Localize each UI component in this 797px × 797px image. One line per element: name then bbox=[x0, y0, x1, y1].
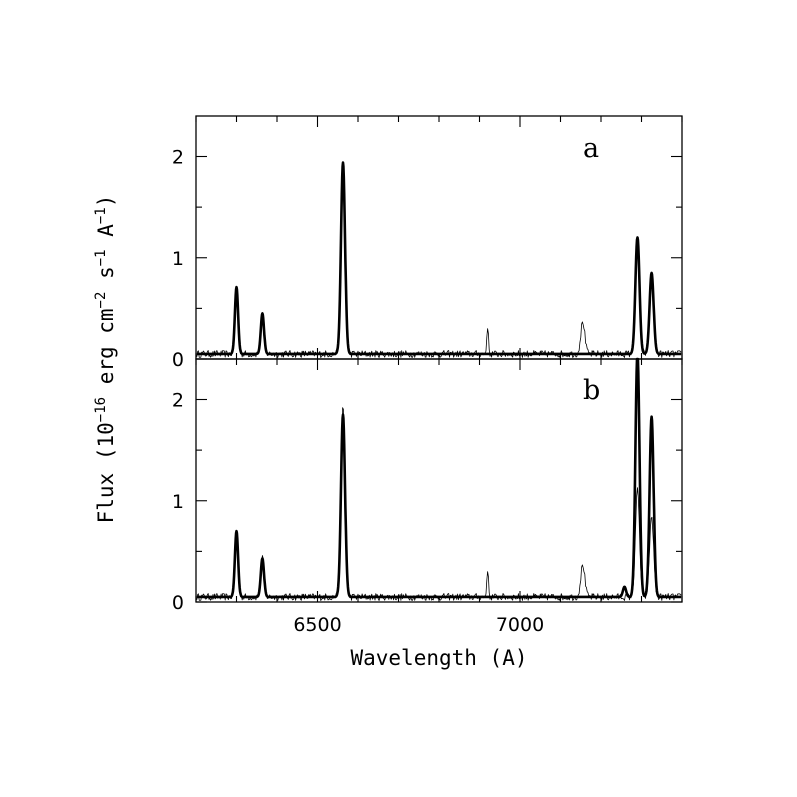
observed-spectrum-line bbox=[196, 164, 682, 358]
y-tick-label: 2 bbox=[172, 390, 184, 412]
y-axis-label: Flux (10−16 erg cm−2 s−1 A−1) bbox=[93, 195, 118, 524]
panel-a-label: a bbox=[583, 133, 599, 164]
panel-a-frame bbox=[195, 115, 683, 360]
x-tick-labels: 6500 7000 bbox=[293, 614, 544, 636]
panel-b-frame bbox=[195, 358, 683, 603]
observed-spectrum-line bbox=[196, 407, 682, 601]
panel-a: 0 1 2 a bbox=[172, 115, 683, 372]
y-tick-label: 1 bbox=[172, 248, 184, 270]
panel-a-y-tick-labels: 0 1 2 bbox=[172, 147, 184, 372]
x-tick-label: 7000 bbox=[496, 614, 544, 636]
y-tick-label: 0 bbox=[172, 349, 184, 371]
panel-b-y-tick-labels: 0 1 2 bbox=[172, 390, 184, 615]
y-tick-label: 2 bbox=[172, 147, 184, 169]
panel-b: 0 1 2 6500 7000 b bbox=[172, 357, 683, 636]
panel-b-label: b bbox=[583, 375, 600, 406]
panel-b-ticks bbox=[195, 359, 683, 603]
panel-a-ticks bbox=[195, 116, 683, 360]
model-spectrum-line bbox=[195, 357, 683, 599]
y-tick-label: 1 bbox=[172, 491, 184, 513]
model-spectrum-line bbox=[195, 161, 683, 356]
y-tick-label: 0 bbox=[172, 592, 184, 614]
x-axis-label: Wavelength (A) bbox=[350, 646, 527, 670]
x-tick-label: 6500 bbox=[293, 614, 341, 636]
